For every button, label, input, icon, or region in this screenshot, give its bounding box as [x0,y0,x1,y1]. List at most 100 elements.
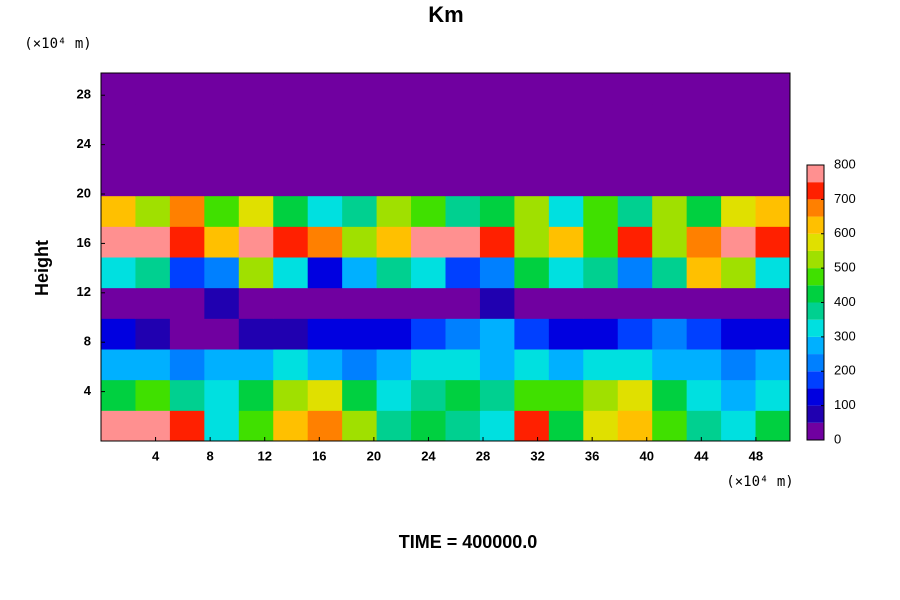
heat-cell [376,195,412,227]
heat-cell [411,195,446,227]
heat-cell [617,349,653,381]
heat-cell [479,287,515,319]
heat-cell [583,379,619,411]
heatmap [101,73,791,442]
heat-cell [583,287,619,319]
y-axis-label: Height [32,240,52,296]
heat-cell [755,287,791,319]
heat-cell [204,287,240,319]
heat-cell [755,257,791,289]
heat-cell [342,73,378,105]
colorbar-box [807,354,824,372]
heat-cell [238,226,274,258]
heat-cell [273,195,309,227]
heat-cell [273,349,309,381]
heat-cell [376,103,412,135]
heat-cell [135,349,171,381]
heat-cell [445,410,481,442]
heat-cell [617,379,653,411]
heat-cell [411,103,446,135]
heat-cell [238,257,274,289]
heat-cell [273,257,309,289]
heat-cell [721,226,757,258]
heat-cell [101,318,136,350]
heat-cell [583,257,619,289]
heat-cell [101,103,136,135]
heat-cell [686,226,722,258]
heat-cell [755,379,791,411]
heat-cell [479,257,515,289]
heat-cell [721,195,757,227]
heat-cell [204,165,240,197]
heat-cell [307,165,343,197]
heat-cell [583,165,619,197]
x-tick-label: 8 [207,448,214,463]
heat-cell [617,226,653,258]
heat-cell [307,134,343,166]
heat-cell [514,73,550,105]
heat-cell [617,165,653,197]
heat-cell [101,349,136,381]
colorbar-tick-label: 800 [834,156,856,171]
heat-cell [169,195,205,227]
heat-cell [376,257,412,289]
heat-cell [479,134,515,166]
heat-cell [445,287,481,319]
heat-cell [238,410,274,442]
x-tick-label: 16 [312,448,326,463]
heat-cell [755,134,791,166]
heat-cell [548,410,584,442]
heat-cell [342,287,378,319]
heat-cell [686,103,722,135]
heat-cell [204,103,240,135]
heat-cell [204,195,240,227]
colorbar-box [807,371,824,389]
heat-cell [101,195,136,227]
heat-cell [479,165,515,197]
colorbar-box [807,268,824,286]
colorbar-box [807,422,824,440]
heat-cell [342,103,378,135]
y-tick-label: 8 [84,334,91,349]
heat-cell [652,73,688,105]
y-tick-label: 16 [77,235,91,250]
heat-cell [169,226,205,258]
heat-cell [238,73,274,105]
heat-cell [686,287,722,319]
heat-cell [135,195,171,227]
heat-cell [583,103,619,135]
heat-cell [721,257,757,289]
heat-cell [238,318,274,350]
heat-cell [479,103,515,135]
heat-cell [169,410,205,442]
heat-cell [479,226,515,258]
heat-cell [204,349,240,381]
x-tick-label: 40 [640,448,654,463]
heat-cell [686,165,722,197]
heat-cell [307,349,343,381]
heat-cell [273,73,309,105]
heat-cell [548,287,584,319]
colorbar-tick-label: 300 [834,328,856,343]
heat-cell [101,226,136,258]
heat-cell [548,226,584,258]
heat-cell [617,318,653,350]
heat-cell [617,73,653,105]
heat-cell [721,134,757,166]
colorbar-box [807,199,824,217]
heat-cell [755,165,791,197]
heat-cell [376,318,412,350]
heat-cell [755,318,791,350]
heat-cell [204,410,240,442]
heat-cell [583,73,619,105]
heat-cell [135,379,171,411]
heat-cell [479,73,515,105]
heat-cell [307,410,343,442]
heat-cell [135,318,171,350]
heat-cell [479,195,515,227]
x-tick-label: 28 [476,448,490,463]
heat-cell [721,103,757,135]
heat-cell [479,349,515,381]
heat-cell [238,195,274,227]
heat-cell [686,379,722,411]
